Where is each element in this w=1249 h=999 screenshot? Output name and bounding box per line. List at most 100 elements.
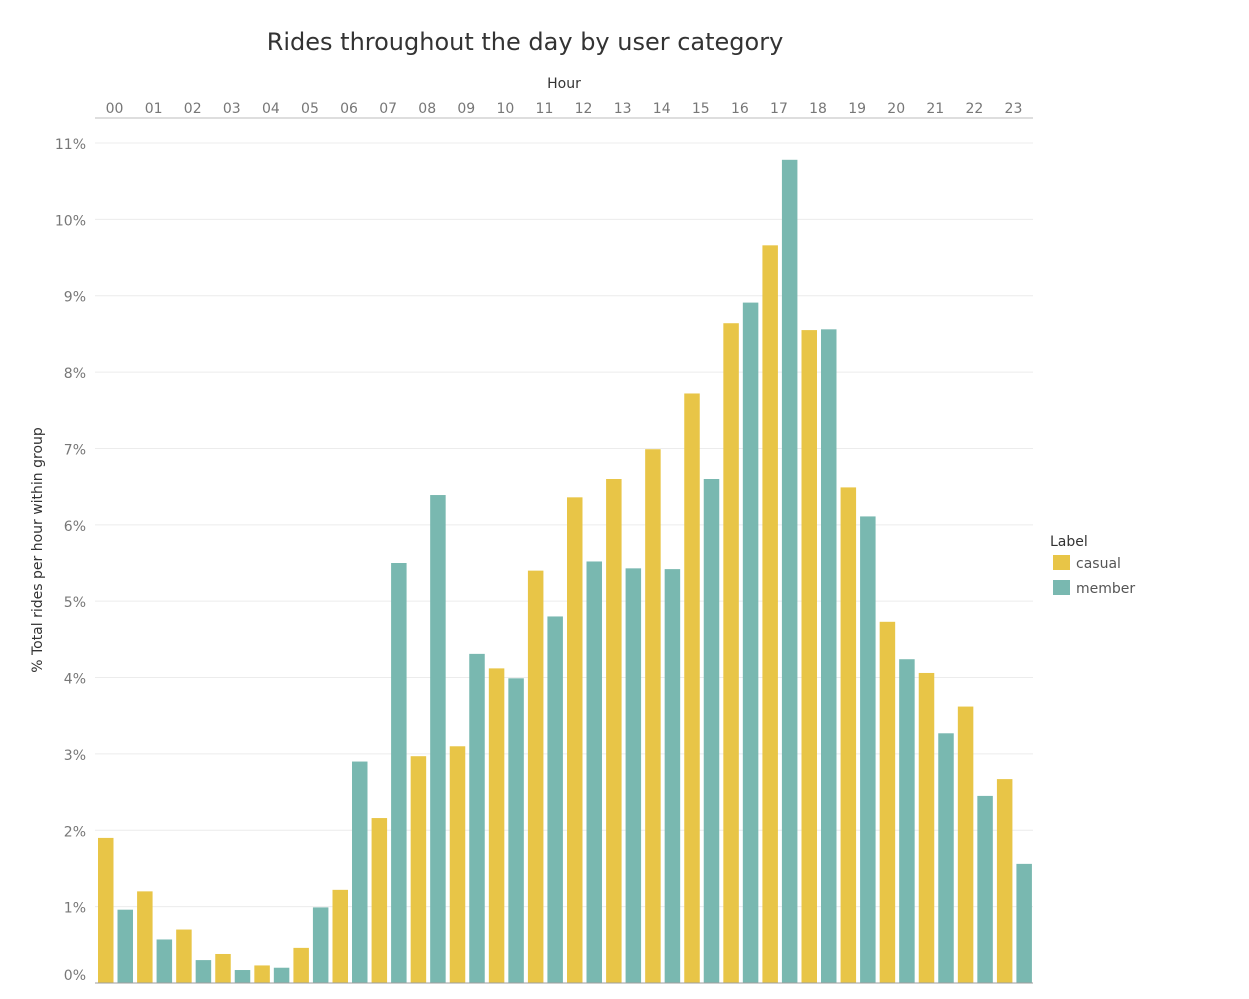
y-axis-ticks: 0% 1% 2% 3% 4% 5% 6% 7% 8% 9% 10% 11% [55, 137, 86, 984]
x-tick-label: 03 [223, 101, 241, 117]
bar-casual-12[interactable] [567, 497, 583, 983]
legend-item-casual[interactable]: casual [1053, 555, 1121, 572]
bar-casual-10[interactable] [488, 668, 505, 983]
bar-casual-14[interactable] [645, 449, 661, 984]
y-tick-label: 5% [64, 595, 86, 611]
x-tick-label: 04 [262, 101, 280, 117]
bar-member-11[interactable] [547, 616, 563, 983]
x-tick-label: 17 [770, 101, 788, 117]
bar-casual-13[interactable] [606, 479, 622, 983]
bar-member-13[interactable] [625, 568, 642, 983]
bar-member-15[interactable] [703, 479, 720, 983]
bar-member-03[interactable] [234, 970, 251, 983]
bar-member-05[interactable] [312, 907, 329, 983]
y-tick-label: 8% [64, 366, 86, 382]
bar-casual-19[interactable] [840, 487, 857, 983]
bar-member-04[interactable] [273, 967, 290, 983]
legend-title: Label [1050, 534, 1088, 550]
y-tick-label: 7% [64, 442, 86, 458]
x-tick-label: 08 [418, 101, 436, 117]
chart-title: Rides throughout the day by user categor… [267, 28, 784, 56]
bar-casual-05[interactable] [293, 947, 309, 983]
bar-casual-18[interactable] [801, 330, 818, 983]
x-tick-label: 22 [965, 101, 983, 117]
bar-member-23[interactable] [1016, 863, 1032, 983]
y-tick-label: 6% [64, 519, 86, 535]
bar-member-20[interactable] [899, 659, 915, 983]
legend: Label casual member [1050, 534, 1135, 597]
y-tick-label: 0% [64, 968, 86, 984]
x-tick-label: 20 [887, 101, 905, 117]
x-tick-label: 02 [184, 101, 202, 117]
x-tick-label: 15 [692, 101, 710, 117]
bar-member-12[interactable] [586, 561, 603, 983]
y-tick-label: 9% [64, 290, 86, 306]
x-tick-label: 18 [809, 101, 827, 117]
bar-casual-08[interactable] [410, 756, 427, 983]
x-tick-label: 09 [457, 101, 475, 117]
bar-member-16[interactable] [742, 302, 759, 984]
bar-casual-09[interactable] [449, 746, 466, 983]
bar-member-21[interactable] [938, 733, 954, 983]
x-tick-label: 16 [731, 101, 749, 117]
bar-casual-06[interactable] [332, 889, 349, 983]
bar-casual-15[interactable] [684, 393, 700, 983]
x-tick-label: 14 [653, 101, 671, 117]
y-tick-label: 4% [64, 672, 86, 688]
y-tick-label: 10% [55, 213, 86, 229]
bar-member-08[interactable] [430, 495, 446, 983]
bar-member-22[interactable] [977, 795, 993, 983]
bar-casual-01[interactable] [137, 891, 153, 983]
bar-member-01[interactable] [156, 939, 173, 983]
x-tick-label: 23 [1005, 101, 1023, 117]
x-tick-label: 21 [926, 101, 944, 117]
bar-casual-16[interactable] [723, 323, 739, 984]
y-tick-label: 1% [64, 901, 86, 917]
bar-casual-22[interactable] [957, 706, 974, 983]
x-tick-label: 01 [145, 101, 163, 117]
bar-member-19[interactable] [860, 516, 876, 983]
y-axis-title: % Total rides per hour within group [30, 427, 46, 673]
x-tick-label: 19 [848, 101, 866, 117]
x-tick-label: 13 [614, 101, 632, 117]
bar-casual-20[interactable] [879, 621, 896, 983]
bar-member-10[interactable] [508, 678, 524, 983]
bar-casual-02[interactable] [176, 929, 192, 983]
x-axis-title: Hour [547, 76, 581, 92]
bars [98, 159, 1032, 984]
x-axis-ticks: 00 01 02 03 04 05 06 07 08 09 10 11 12 13 14 15 16 17 18 19… [106, 101, 1023, 117]
x-tick-label: 07 [379, 101, 397, 117]
legend-label-casual: casual [1076, 556, 1121, 572]
x-tick-label: 11 [536, 101, 554, 117]
bar-member-09[interactable] [469, 653, 485, 983]
bar-casual-23[interactable] [996, 779, 1013, 983]
bar-member-17[interactable] [781, 159, 798, 984]
bar-member-02[interactable] [195, 960, 212, 983]
bar-casual-17[interactable] [762, 245, 778, 983]
bar-member-07[interactable] [391, 563, 407, 983]
bar-casual-21[interactable] [918, 672, 935, 983]
y-tick-label: 11% [55, 137, 86, 153]
bar-casual-04[interactable] [254, 965, 270, 983]
y-tick-label: 3% [64, 748, 86, 764]
x-tick-label: 12 [575, 101, 593, 117]
bar-casual-07[interactable] [371, 818, 388, 983]
bar-casual-03[interactable] [215, 953, 231, 983]
y-tick-label: 2% [64, 824, 86, 840]
x-tick-label: 10 [496, 101, 514, 117]
bar-member-18[interactable] [821, 329, 837, 983]
x-tick-label: 00 [106, 101, 124, 117]
bar-casual-11[interactable] [527, 570, 544, 983]
legend-swatch-member [1053, 580, 1070, 595]
legend-swatch-casual [1053, 555, 1070, 570]
x-tick-label: 06 [340, 101, 358, 117]
bar-casual-00[interactable] [98, 837, 114, 983]
legend-label-member: member [1076, 581, 1135, 597]
bar-member-14[interactable] [664, 569, 681, 983]
x-tick-label: 05 [301, 101, 319, 117]
legend-item-member[interactable]: member [1053, 580, 1135, 597]
gridlines [95, 142, 1033, 908]
bar-member-06[interactable] [352, 761, 368, 983]
bar-member-00[interactable] [117, 909, 134, 983]
